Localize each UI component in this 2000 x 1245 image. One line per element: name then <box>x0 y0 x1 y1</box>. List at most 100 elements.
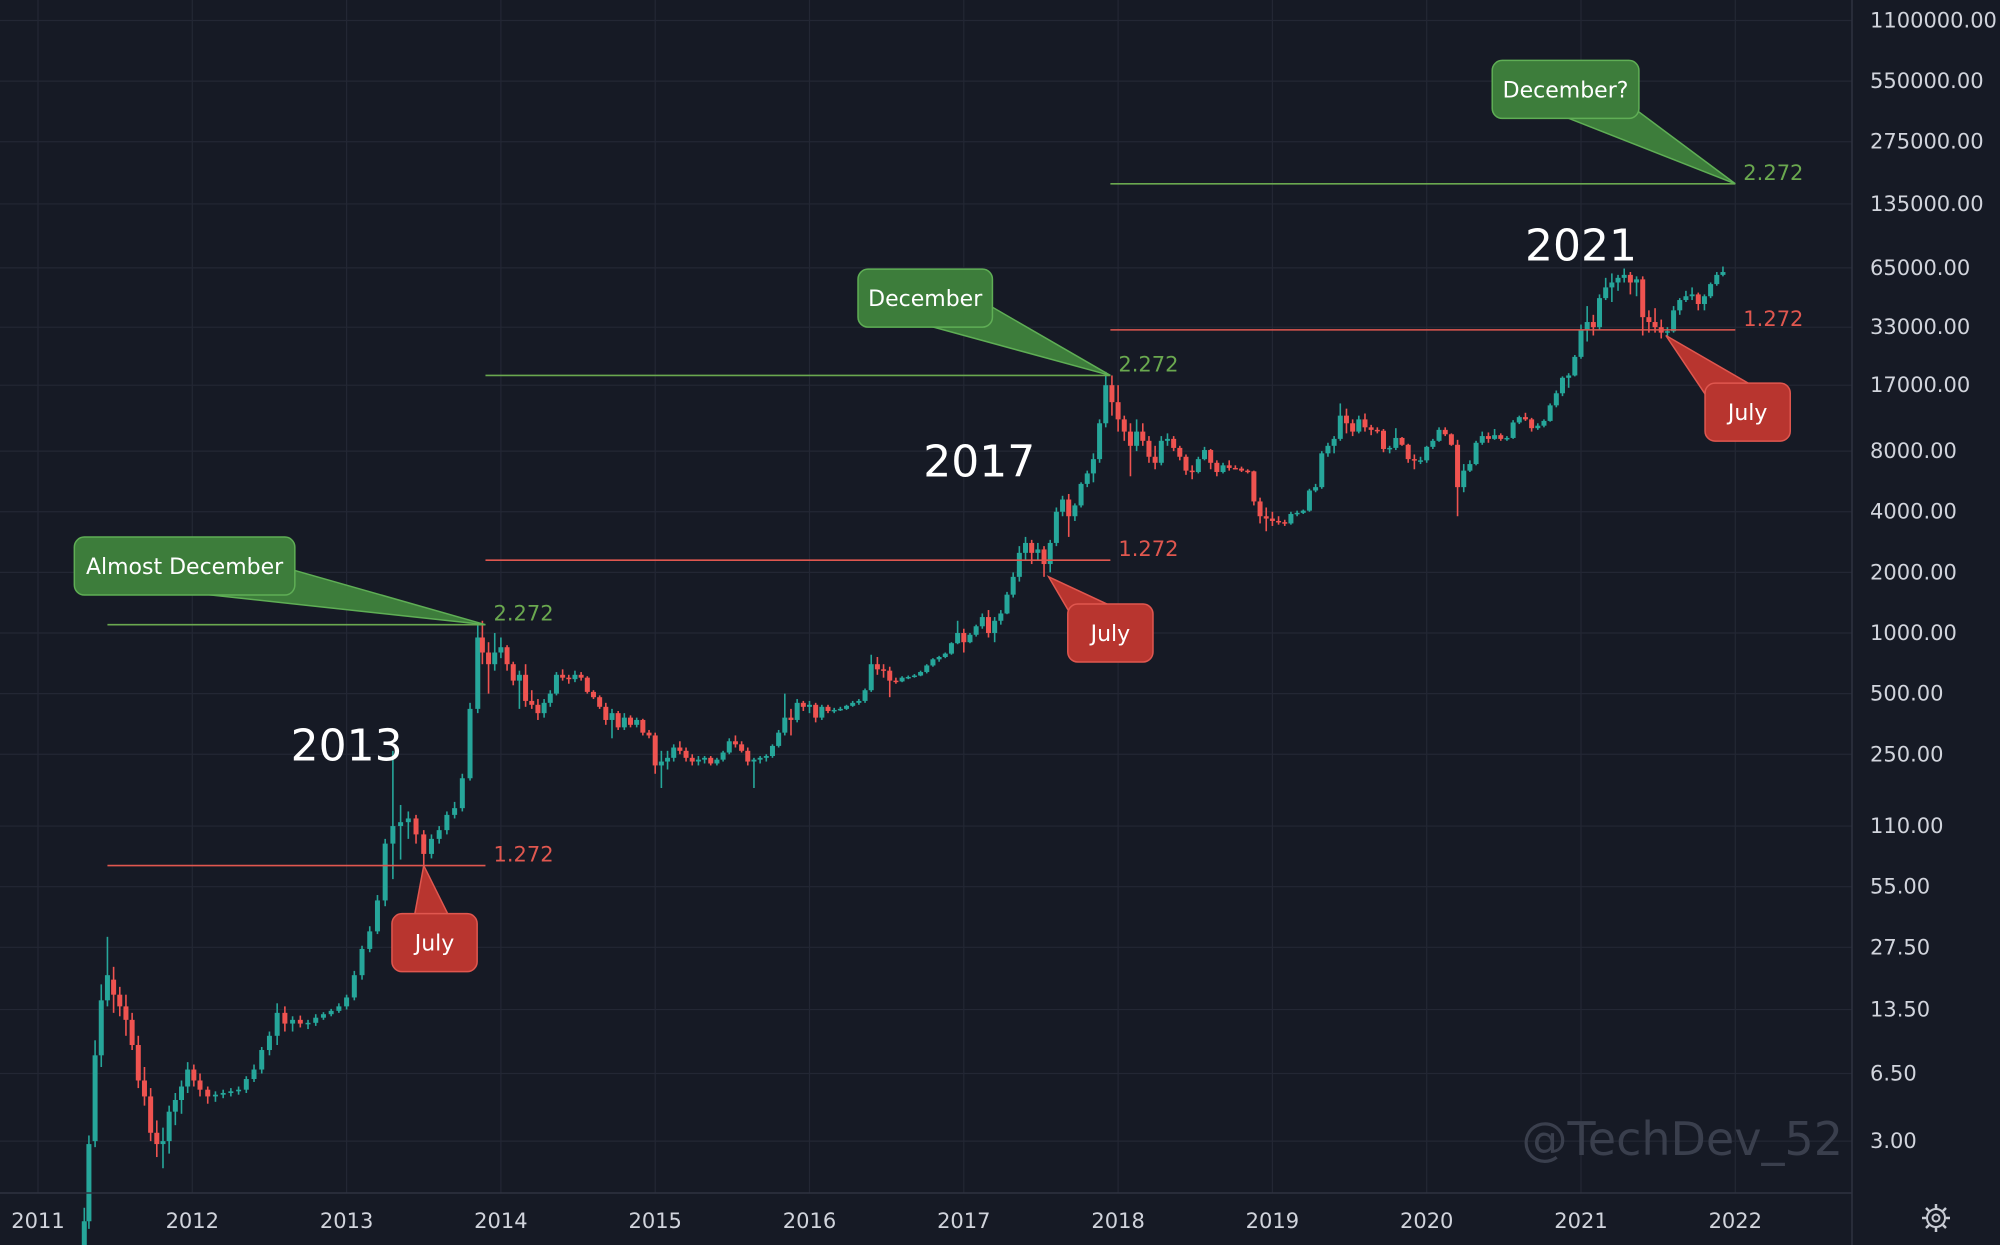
candle-body <box>1584 322 1590 330</box>
candle <box>1541 419 1547 428</box>
candle <box>1010 572 1016 598</box>
candle <box>819 704 825 720</box>
time-tick-label: 2018 <box>1091 1209 1144 1233</box>
candle <box>769 744 775 758</box>
candle <box>1016 546 1022 582</box>
candle-body <box>1177 447 1183 457</box>
candle <box>955 620 961 645</box>
candle <box>1652 308 1658 333</box>
candle-body <box>1380 430 1386 449</box>
candle <box>1239 466 1245 473</box>
candle-body <box>135 1045 141 1081</box>
candle <box>1646 310 1652 333</box>
candle-body <box>123 1006 129 1020</box>
candle <box>436 826 442 844</box>
candle <box>825 704 831 714</box>
candle <box>172 1092 178 1126</box>
candle-body <box>1498 435 1504 439</box>
candle-body <box>1603 287 1609 299</box>
candle <box>566 674 572 684</box>
candle <box>282 1006 288 1032</box>
candle <box>1220 462 1226 474</box>
candle-body <box>191 1069 197 1081</box>
candle <box>751 757 757 788</box>
candle <box>479 620 485 665</box>
candle <box>344 994 350 1010</box>
callout[interactable]: December? <box>1491 59 1736 185</box>
callout[interactable]: July <box>1046 575 1154 663</box>
candle-body <box>336 1006 342 1011</box>
candle <box>205 1086 211 1104</box>
candle <box>813 702 819 723</box>
candle-body <box>1411 459 1417 461</box>
candle <box>1609 273 1615 303</box>
candle <box>529 690 535 709</box>
callout[interactable]: July <box>1665 334 1791 442</box>
callout[interactable]: July <box>391 863 478 973</box>
time-axis[interactable]: 2011 2012 2013 2014 2015 2016 2017 2018 2019 2020… <box>11 1209 1762 1233</box>
price-tick-label: 17000.00 <box>1870 373 1970 397</box>
gear-icon[interactable] <box>1922 1204 1950 1232</box>
candle <box>1319 451 1325 489</box>
candle <box>1294 510 1300 517</box>
candle <box>135 1035 141 1089</box>
candle-body <box>899 677 905 682</box>
candle-body <box>1109 385 1115 403</box>
candle <box>541 699 547 718</box>
candle <box>640 718 646 736</box>
callout[interactable]: Almost December <box>73 536 486 626</box>
candle-body <box>1541 420 1547 426</box>
candle <box>1078 482 1084 508</box>
candle <box>1152 445 1158 470</box>
candle <box>973 624 979 637</box>
candle-body <box>178 1086 184 1100</box>
candle <box>708 756 714 766</box>
candle-body <box>850 702 856 706</box>
candle-body <box>924 665 930 673</box>
candle-body <box>405 818 411 823</box>
time-tick-label: 2020 <box>1400 1209 1453 1233</box>
candle-body <box>1189 470 1195 473</box>
candle-body <box>948 643 954 654</box>
candle-body <box>320 1014 326 1018</box>
candle <box>1023 536 1029 561</box>
candle <box>1072 503 1078 521</box>
candle <box>498 637 504 659</box>
price-axis[interactable]: 1100000.00 550000.00 275000.00 135000.00 650… <box>1870 8 1997 1153</box>
candle-body <box>609 713 615 720</box>
candle-body <box>344 997 350 1007</box>
candle-body <box>1677 300 1683 311</box>
candle-body <box>1436 429 1442 441</box>
candle <box>98 984 104 1067</box>
candle-body <box>1263 516 1269 519</box>
candle <box>1269 511 1275 526</box>
candle-body <box>566 677 572 680</box>
candle-body <box>428 838 434 854</box>
candle-body <box>1319 453 1325 488</box>
callout[interactable]: December <box>857 268 1111 377</box>
candle <box>578 672 584 681</box>
candle <box>714 757 720 766</box>
candle <box>1485 432 1491 443</box>
candle-body <box>1479 436 1485 443</box>
candle <box>621 713 627 730</box>
candle-body <box>739 744 745 751</box>
candle <box>652 732 658 774</box>
candle-body <box>1683 296 1689 301</box>
candle-body <box>640 719 646 733</box>
time-tick-label: 2016 <box>783 1209 836 1233</box>
candle <box>1436 427 1442 442</box>
candle-body <box>475 637 481 709</box>
candle <box>117 986 123 1017</box>
candle-body <box>1066 499 1072 517</box>
candle <box>1615 274 1621 291</box>
candle <box>251 1064 257 1082</box>
candle-body <box>251 1069 257 1080</box>
candle-body <box>111 979 117 995</box>
candle-body <box>1183 456 1189 471</box>
candle-body <box>1016 552 1022 577</box>
candle <box>1498 433 1504 441</box>
candle-body <box>1282 522 1288 524</box>
candle <box>359 945 365 980</box>
